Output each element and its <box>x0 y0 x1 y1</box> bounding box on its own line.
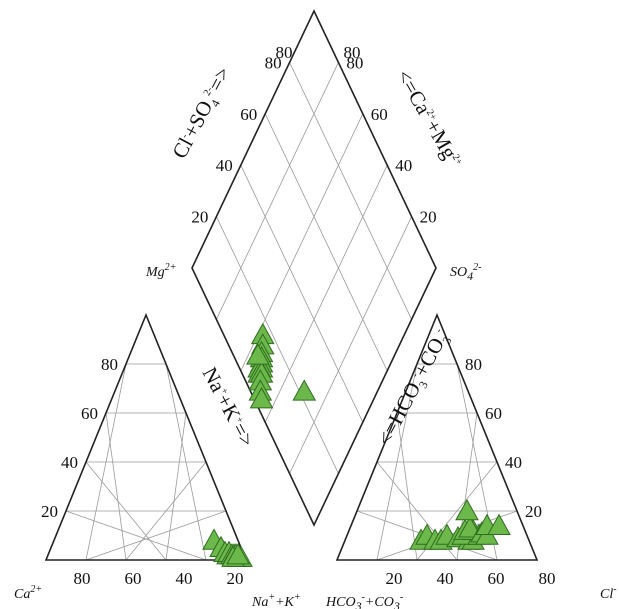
cation-left-tick-2: 60 <box>81 404 98 423</box>
anion-right-corner-label: Cl- <box>600 584 617 602</box>
anion-right-tick-0: 20 <box>525 502 542 521</box>
cation-bottom-tick-2: 40 <box>176 569 193 588</box>
ca-label-charge: 2+ <box>30 584 42 595</box>
anion-bottom-tick-2: 60 <box>488 569 505 588</box>
anion-right-tick-3: 80 <box>465 355 482 374</box>
anion-right-tick-1: 40 <box>505 453 522 472</box>
diamond-grid-b-4 <box>289 62 412 320</box>
cation-outline <box>44 312 248 561</box>
diamond-left-tick-2: 60 <box>240 105 257 124</box>
diamond-point-13 <box>249 387 274 409</box>
cation-bottom-tick-3: 20 <box>227 569 244 588</box>
diamond-grid-a-1 <box>289 216 412 474</box>
grid-lines <box>65 62 518 561</box>
diamond-right-tick-0: 20 <box>420 208 437 227</box>
cation-bottom-tick-0: 80 <box>74 569 91 588</box>
anion-bottom-tick-0: 20 <box>386 569 403 588</box>
diamond-right-corner-label: SO42- <box>450 262 481 283</box>
anion-grid-a-2 <box>396 412 418 561</box>
cation-grid-a-4 <box>65 510 207 561</box>
anion-side-axis-title: <=HCO3-+CO3- <box>372 325 456 450</box>
cation-grid-a-3 <box>85 461 167 561</box>
cation-left-tick-1: 40 <box>61 453 78 472</box>
tick-labels: 80 60 40 20 20 40 60 80 20 40 60 80 20 40 60 80 20 40 60 80… <box>41 43 556 588</box>
diamond-grid-a-2 <box>264 165 388 423</box>
cation-left-corner-label: Ca2+ <box>14 584 42 602</box>
diamond-left-tick-1: 40 <box>216 156 233 175</box>
diamond-left-tick-0: 20 <box>191 208 208 227</box>
diamond-right-inner-tick-0: 80 <box>344 43 361 62</box>
anion-outline <box>335 312 539 561</box>
cation-left-tick-0: 20 <box>41 502 58 521</box>
diamond-point-10 <box>246 343 270 365</box>
diamond-left-inner-tick-0: 80 <box>276 43 293 62</box>
diagram-outlines <box>44 9 539 561</box>
diamond-grid-b-1 <box>216 216 339 474</box>
anion-right-tick-2: 60 <box>485 404 502 423</box>
diamond-right-tick-1: 40 <box>395 156 412 175</box>
anion-point-12 <box>458 516 482 538</box>
diamond-left-corner-label: Mg2+ <box>145 262 176 280</box>
ca-label-base: Ca <box>14 587 30 602</box>
anion-left-corner-label: HCO3-+CO3- <box>325 592 403 609</box>
cation-grid-b-2 <box>125 461 207 561</box>
cation-grid-b-1 <box>85 510 227 561</box>
cation-grid-a-2 <box>105 412 127 561</box>
diamond-grid-a-4 <box>216 62 339 320</box>
anion-point-16 <box>455 498 479 521</box>
diamond-outline <box>191 9 437 527</box>
diamond-point-0 <box>292 379 317 401</box>
cation-left-tick-3: 80 <box>101 355 118 374</box>
diamond-right-tick-3: 80 <box>346 53 363 72</box>
diamond-left-tick-3: 80 <box>265 53 282 72</box>
cation-grid-b-3 <box>165 412 187 561</box>
cation-bottom-tick-1: 60 <box>125 569 142 588</box>
diamond-right-tick-2: 60 <box>371 105 388 124</box>
cation-grid-b-4 <box>165 363 207 561</box>
cation-right-corner-label: Na++K+ <box>251 592 301 609</box>
diamond-grid-b-3 <box>264 113 388 371</box>
anion-bottom-tick-1: 40 <box>437 569 454 588</box>
diamond-left-axis-title: Cl-+SO42-=> <box>167 63 238 164</box>
sample-markers <box>202 322 511 567</box>
diamond-grid-b-2 <box>240 165 364 423</box>
anion-point-17 <box>487 513 511 535</box>
cation-point-13 <box>226 543 250 565</box>
anion-bottom-tick-3: 80 <box>539 569 556 588</box>
